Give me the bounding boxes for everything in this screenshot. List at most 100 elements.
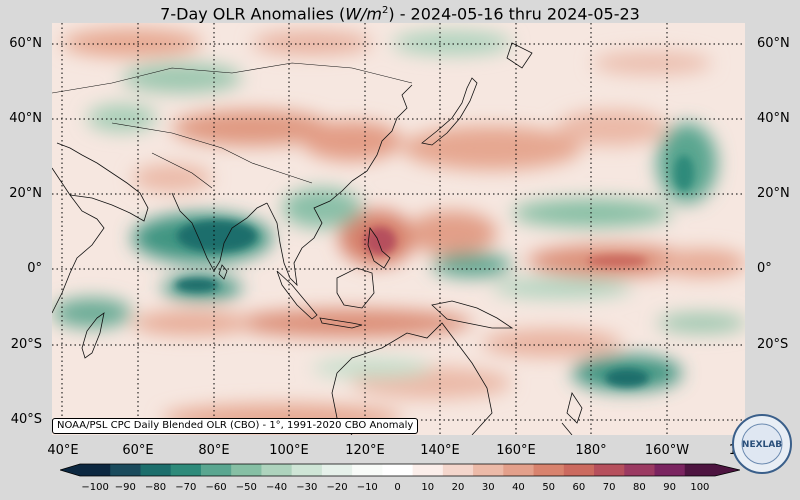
anomaly-negative — [512, 199, 672, 227]
anomaly-negative — [432, 253, 512, 277]
colorbar-segment — [80, 464, 111, 476]
anomaly-positive — [402, 126, 582, 170]
lat-label: 0° — [757, 261, 772, 276]
coastline-new-guinea — [431, 300, 514, 329]
coastline-madagascar — [81, 312, 105, 359]
colorbar-tick-label: 80 — [633, 482, 646, 493]
anomaly-positive — [62, 29, 202, 57]
colorbar-segment — [533, 464, 565, 476]
colorbar-tick-label: 30 — [481, 482, 495, 493]
anomaly-negative — [177, 220, 257, 252]
colorbar-tick-label: 50 — [542, 482, 556, 493]
colorbar-tick-label: −40 — [265, 482, 288, 493]
colorbar-segment — [140, 464, 172, 476]
lon-label: 160°W — [644, 443, 690, 458]
colorbar-tick-label: 100 — [690, 482, 710, 493]
map-title: 7-Day OLR Anomalies (W/m2) - 2024-05-16 … — [160, 4, 640, 24]
colorbar-segment — [231, 464, 262, 476]
lat-label: 40°S — [10, 412, 42, 427]
colorbar-segment — [412, 464, 444, 476]
coastline-new-zealand — [561, 392, 583, 435]
anomaly-negative — [122, 63, 242, 93]
colorbar-segment — [503, 464, 535, 476]
colorbar-segment — [170, 464, 202, 476]
anomaly-positive — [587, 255, 647, 267]
coastline-sumatra — [276, 270, 318, 320]
coastline-java — [319, 317, 363, 329]
colorbar-tick-label: 70 — [602, 482, 616, 493]
lat-label: 60°N — [757, 36, 790, 51]
anomaly-positive — [252, 31, 372, 55]
coastline-africa-arabia — [52, 167, 105, 314]
colorbar-segment — [110, 464, 141, 476]
lat-label: 20°N — [9, 186, 42, 201]
anomaly-negative — [87, 104, 157, 132]
colorbar-segment — [563, 464, 595, 476]
colorbar-tick-label: 10 — [421, 482, 435, 493]
anomaly-positive — [557, 110, 667, 146]
colorbar-tick-label: 0 — [394, 482, 401, 493]
anomaly-positive — [302, 121, 402, 161]
lat-label: 40°N — [9, 111, 42, 126]
colorbar-segment — [352, 464, 383, 476]
colorbar-tick-label: −100 — [81, 482, 109, 493]
anomaly-negative — [392, 31, 512, 55]
colorbar-segment — [200, 464, 232, 476]
anomaly-positive — [657, 249, 745, 277]
colorbar-segment — [442, 464, 474, 476]
lat-label: 20°S — [10, 337, 42, 352]
colorbar-segment — [382, 464, 414, 476]
lon-label: 120°E — [345, 443, 385, 458]
colorbar-tick-label: 90 — [663, 482, 677, 493]
colorbar-segment — [473, 464, 504, 476]
colorbar-segment — [594, 464, 625, 476]
anomaly-positive — [364, 227, 396, 255]
coastline-india — [171, 192, 268, 272]
colorbar-segment — [321, 464, 353, 476]
lon-label: 180° — [575, 443, 607, 458]
anomaly-positive — [132, 164, 212, 192]
colorbar-tick-label: −10 — [356, 482, 378, 493]
colorbar — [60, 463, 740, 477]
lon-label: 80°E — [198, 443, 230, 458]
anomaly-negative — [312, 358, 432, 378]
lat-label: 20°S — [757, 337, 789, 352]
anomaly-positive — [482, 329, 622, 357]
colorbar-segment — [291, 464, 323, 476]
nexlab-logo: NEXLAB — [732, 414, 792, 474]
anomaly-positive — [592, 51, 712, 75]
colorbar-tick-label: 20 — [451, 482, 465, 493]
coastline-sri-lanka — [218, 264, 228, 280]
colorbar-segment — [624, 464, 656, 476]
anomaly-negative — [657, 313, 745, 333]
lon-label: 140°E — [420, 443, 460, 458]
coastline-indochina — [266, 180, 353, 287]
colorbar-tick-label: −30 — [296, 482, 318, 493]
colorbar-tick-label: 60 — [572, 482, 586, 493]
colorbar-segment — [654, 464, 686, 476]
colorbar-segment — [261, 464, 293, 476]
colorbar-tick-label: −20 — [326, 482, 348, 493]
coastline-arabia — [56, 142, 149, 222]
colorbar-segment — [684, 464, 716, 476]
lon-label: 160°E — [496, 443, 536, 458]
lat-label: 0° — [27, 261, 42, 276]
coastline-philippines — [367, 226, 391, 269]
lat-label: 40°N — [757, 111, 790, 126]
olr-anomaly-map — [52, 23, 745, 435]
colorbar-tick-label: −50 — [235, 482, 257, 493]
lon-label: 100°E — [269, 443, 309, 458]
anomaly-positive — [407, 211, 497, 255]
data-source-credit: NOAA/PSL CPC Daily Blended OLR (CBO) - 1… — [52, 418, 419, 434]
colorbar-tick-label: −90 — [114, 482, 136, 493]
lat-label: 20°N — [757, 186, 790, 201]
country-borders — [52, 62, 413, 189]
anomaly-negative — [52, 298, 132, 328]
anomaly-positive — [132, 311, 252, 335]
lon-label: 60°E — [122, 443, 154, 458]
colorbar-extend-low — [60, 464, 80, 476]
anomaly-negative — [175, 278, 219, 292]
coastline-kamchatka — [506, 42, 533, 69]
anomaly-negative — [605, 369, 649, 387]
anomaly-negative — [492, 278, 632, 298]
